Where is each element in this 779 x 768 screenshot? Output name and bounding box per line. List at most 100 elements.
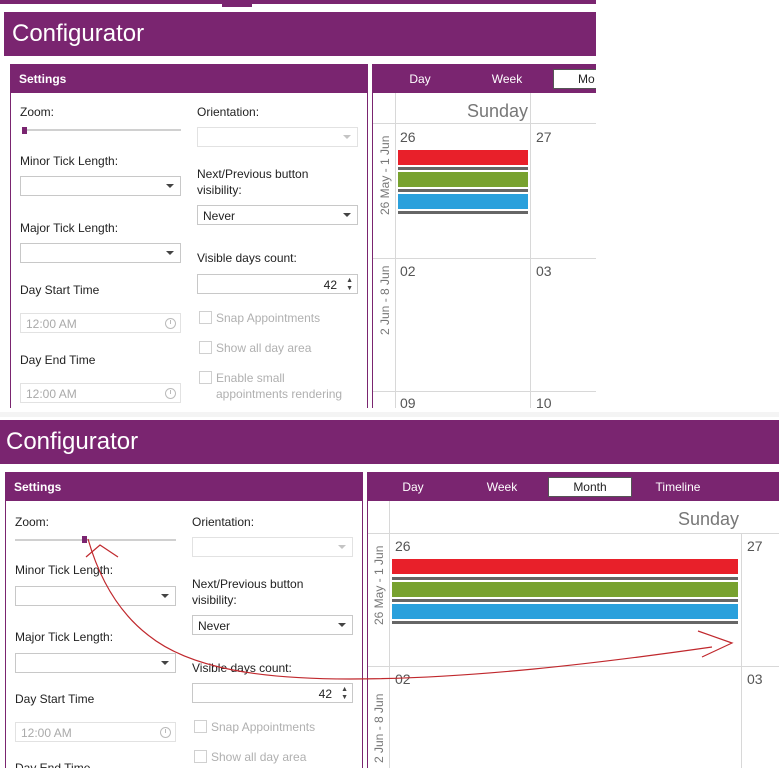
small-appts-checkbox[interactable]: [199, 371, 212, 384]
day-start-label: Day Start Time: [15, 692, 95, 706]
all-day-label: Show all day area: [216, 341, 312, 355]
minor-tick-select[interactable]: [20, 176, 181, 196]
nav-visibility-select[interactable]: Never: [197, 205, 358, 225]
view-week-button[interactable]: Week: [491, 72, 523, 86]
snap-checkbox[interactable]: [194, 720, 207, 733]
day-header: Sunday: [467, 101, 529, 121]
snap-label: Snap Appointments: [211, 720, 316, 734]
nav-visibility-select[interactable]: Never: [192, 615, 353, 635]
chevron-down-icon: [166, 184, 174, 188]
app-title: Configurator: [6, 428, 139, 455]
day-start-value: 12:00 AM: [26, 317, 77, 331]
minor-tick-select[interactable]: [15, 586, 176, 606]
top-screenshot: Configurator Settings Zoom: Minor Tick L…: [0, 0, 596, 408]
major-tick-label: Major Tick Length:: [15, 630, 114, 644]
view-week-button[interactable]: Week: [486, 480, 518, 494]
nav-visibility-label-1: Next/Previous button: [192, 577, 304, 591]
view-day-button[interactable]: Day: [402, 480, 424, 494]
zoom-slider[interactable]: [22, 129, 181, 131]
appointment-green[interactable]: [398, 172, 528, 187]
appointment-separator: [392, 577, 738, 580]
all-day-label: Show all day area: [211, 750, 307, 764]
zoom-label: Zoom:: [20, 105, 55, 119]
all-day-checkbox[interactable]: [199, 341, 212, 354]
view-month-button[interactable]: Mo: [553, 69, 596, 89]
settings-panel: Settings Zoom: Minor Tick Length: Major …: [10, 64, 368, 408]
app-title: Configurator: [12, 20, 145, 47]
orientation-label: Orientation:: [197, 105, 260, 119]
view-month-button[interactable]: Month: [548, 477, 632, 497]
app-header: Configurator: [4, 12, 596, 56]
orientation-select[interactable]: [192, 537, 353, 557]
all-day-checkbox[interactable]: [194, 750, 207, 763]
appointment-blue[interactable]: [398, 194, 528, 209]
date-02: 02: [400, 263, 416, 279]
spin-down-icon[interactable]: ▼: [341, 694, 348, 701]
bottom-screenshot: Configurator Settings Zoom: Minor Tick L…: [0, 417, 779, 768]
day-end-input[interactable]: 12:00 AM: [20, 383, 181, 403]
visible-days-input[interactable]: 42 ▲ ▼: [192, 683, 353, 703]
day-header: Sunday: [678, 509, 740, 529]
spin-up-icon[interactable]: ▲: [341, 686, 348, 693]
spin-up-icon[interactable]: ▲: [346, 277, 353, 284]
view-day-button[interactable]: Day: [409, 72, 431, 86]
nav-visibility-label-1: Next/Previous button: [197, 167, 309, 181]
day-start-input[interactable]: 12:00 AM: [20, 313, 181, 333]
clock-icon: [165, 388, 176, 399]
visible-days-label: Visible days count:: [197, 251, 297, 265]
chevron-down-icon: [343, 213, 351, 217]
scheduler-panel: Day Week Mo Sunday 26 May - 1 Jun 2 Jun …: [372, 64, 596, 408]
nav-visibility-value: Never: [198, 619, 231, 633]
view-bar: Day Week Mo: [373, 65, 596, 93]
date-02: 02: [395, 671, 411, 687]
appointment-separator: [398, 189, 528, 192]
clock-icon: [165, 318, 176, 329]
major-tick-select[interactable]: [20, 243, 181, 263]
major-tick-label: Major Tick Length:: [20, 221, 119, 235]
view-bar: Day Week Month Timeline: [368, 473, 779, 501]
date-09: 09: [400, 395, 416, 408]
chevron-down-icon: [343, 135, 351, 139]
visible-days-value: 42: [323, 278, 337, 292]
cal-divider: [389, 501, 390, 768]
minor-tick-label: Minor Tick Length:: [20, 154, 119, 168]
cal-divider: [395, 93, 396, 408]
appointment-red[interactable]: [398, 150, 528, 165]
zoom-slider[interactable]: [15, 539, 176, 541]
day-start-value: 12:00 AM: [21, 726, 72, 740]
visible-days-input[interactable]: 42 ▲ ▼: [197, 274, 358, 294]
major-tick-select[interactable]: [15, 653, 176, 673]
zoom-slider-thumb[interactable]: [82, 536, 87, 543]
spin-down-icon[interactable]: ▼: [346, 285, 353, 292]
annotation-arrow: [85, 538, 734, 680]
orientation-label: Orientation:: [192, 515, 255, 529]
appointment-separator: [392, 621, 738, 624]
cal-divider: [373, 391, 596, 392]
date-10: 10: [536, 395, 552, 408]
minor-tick-label: Minor Tick Length:: [15, 563, 114, 577]
settings-header: Settings: [11, 65, 367, 93]
day-end-label: Day End Time: [15, 761, 91, 768]
appointment-blue[interactable]: [392, 604, 738, 619]
chevron-down-icon: [338, 623, 346, 627]
date-03: 03: [536, 263, 552, 279]
day-start-input[interactable]: 12:00 AM: [15, 722, 176, 742]
small-appts-label-2: appointments rendering: [216, 387, 343, 401]
view-timeline-button[interactable]: Timeline: [655, 480, 701, 494]
date-03: 03: [747, 671, 763, 687]
snap-checkbox[interactable]: [199, 311, 212, 324]
orientation-select[interactable]: [197, 127, 358, 147]
screenshot-separator: [0, 412, 779, 417]
snap-label: Snap Appointments: [216, 311, 321, 325]
appointment-green[interactable]: [392, 582, 738, 597]
nav-visibility-label-2: visibility:: [197, 183, 242, 197]
appointment-red[interactable]: [392, 559, 738, 574]
top-strip-tab: [222, 0, 252, 7]
chevron-down-icon: [161, 661, 169, 665]
cal-divider: [368, 666, 779, 667]
top-strip: [0, 0, 596, 4]
cal-divider: [373, 258, 596, 259]
appointment-separator: [392, 599, 738, 602]
day-end-value: 12:00 AM: [26, 387, 77, 401]
zoom-slider-thumb[interactable]: [22, 127, 27, 134]
